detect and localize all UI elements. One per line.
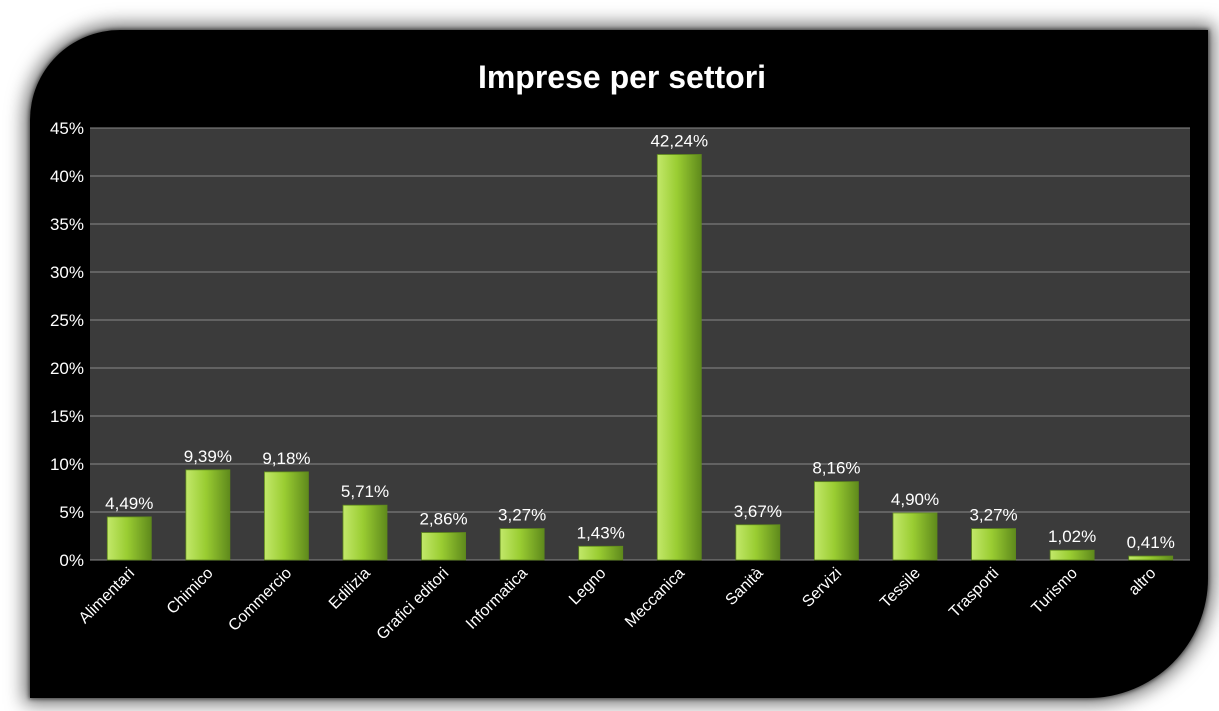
data-label: 8,16% — [812, 459, 860, 478]
y-tick-label: 0% — [59, 551, 84, 570]
y-tick-label: 5% — [59, 503, 84, 522]
bar-sanit- — [735, 524, 781, 561]
data-label: 1,43% — [577, 523, 625, 542]
x-tick-label: Alimentari — [76, 565, 138, 627]
data-label: 5,71% — [341, 482, 389, 501]
data-label: 3,27% — [969, 506, 1017, 525]
bar-altro — [1128, 555, 1174, 561]
y-tick-label: 40% — [50, 167, 84, 186]
bar-informatica — [499, 528, 545, 561]
x-tick-label: Commercio — [225, 565, 295, 635]
x-tick-label: Tessile — [877, 565, 924, 612]
data-label: 0,41% — [1127, 533, 1175, 552]
data-label: 1,02% — [1048, 527, 1096, 546]
data-label: 3,67% — [734, 502, 782, 521]
y-tick-label: 10% — [50, 455, 84, 474]
data-label: 9,39% — [184, 447, 232, 466]
x-tick-label: Informatica — [463, 565, 531, 633]
x-tick-label: Legno — [566, 565, 610, 609]
x-tick-label: Chimico — [164, 565, 217, 618]
chart-card: Imprese per settori 0% 5% 10% 15% 20% 25% 30% 3… — [30, 30, 1208, 698]
x-tick-label: Turismo — [1029, 565, 1082, 618]
bar-edilizia — [342, 504, 388, 561]
bar-grafici-editori — [421, 532, 466, 561]
bar-trasporti — [971, 528, 1016, 561]
bar-legno — [578, 545, 624, 561]
bar-alimentari — [106, 516, 152, 561]
bar-commercio — [264, 471, 309, 561]
data-label: 4,49% — [105, 494, 153, 513]
x-tick-label: Servizi — [799, 565, 845, 611]
data-label: 4,90% — [891, 490, 939, 509]
chart-title: Imprese per settori — [478, 59, 766, 95]
x-tick-label: Trasporti — [946, 565, 1002, 621]
bar-chimico — [185, 469, 231, 561]
y-tick-label: 30% — [50, 263, 84, 282]
bar-chart: Imprese per settori 0% 5% 10% 15% 20% 25% 30% 3… — [50, 59, 1190, 644]
data-labels: 4,49% 9,39% 9,18% 5,71% 2,86% 3,27% 1,43% 42,24… — [105, 131, 1175, 552]
y-axis-ticks: 0% 5% 10% 15% 20% 25% 30% 35% 40% 45% — [50, 119, 84, 570]
y-tick-label: 15% — [50, 407, 84, 426]
plot-area — [90, 128, 1190, 560]
x-axis-ticks: Alimentari Chimico Commercio Edilizia Grafic… — [76, 565, 1160, 644]
bar-tessile — [892, 512, 938, 561]
y-tick-label: 25% — [50, 311, 84, 330]
data-label: 42,24% — [650, 131, 708, 150]
y-tick-label: 35% — [50, 215, 84, 234]
y-tick-label: 20% — [50, 359, 84, 378]
data-label: 2,86% — [419, 510, 467, 529]
bar-turismo — [1049, 549, 1095, 561]
bars — [106, 154, 1174, 561]
bar-meccanica — [656, 154, 702, 561]
bar-servizi — [814, 481, 859, 561]
data-label: 3,27% — [498, 506, 546, 525]
y-tick-label: 45% — [50, 119, 84, 138]
data-label: 9,18% — [262, 449, 310, 468]
x-tick-label: Grafici editori — [374, 565, 453, 644]
x-tick-label: altro — [1126, 565, 1160, 599]
x-tick-label: Meccanica — [622, 565, 688, 631]
x-tick-label: Sanità — [723, 565, 767, 609]
x-tick-label: Edilizia — [326, 565, 374, 613]
